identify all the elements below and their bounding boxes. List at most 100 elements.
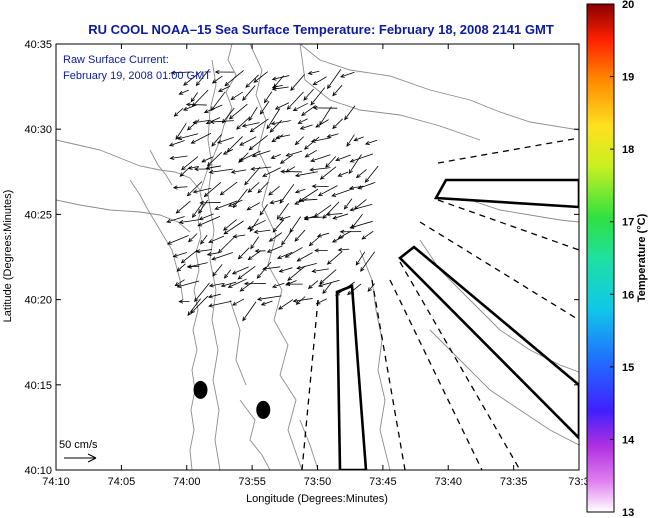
current-vector-head [187,311,192,317]
current-vector-head [339,229,345,234]
current-vector-head [340,73,345,78]
current-vector-head [205,120,211,125]
current-vector-head [239,287,245,292]
sector-outline-south [335,284,368,470]
current-vector [304,216,325,219]
current-vector [196,68,210,86]
current-vector-head [343,204,349,210]
colorbar-ticks: 13 14 15 16 17 18 19 20 [610,0,635,518]
current-vector-head [166,219,172,224]
current-vector [209,282,224,287]
current-vector [262,266,281,270]
current-vector [209,168,233,173]
current-vector [247,219,266,230]
current-vector-head [279,159,285,164]
current-vector-head [271,138,277,143]
current-vector-head [218,88,223,92]
current-vector-head [224,274,229,279]
current-vector [249,135,268,151]
current-vector [272,86,289,90]
current-vector [238,265,256,280]
current-vector-head [227,284,233,288]
colorbar-tick-label: 20 [622,0,634,11]
current-vector-head [279,216,284,221]
current-vector-head [337,247,343,252]
current-vector [278,299,294,310]
current-vector [208,293,221,298]
current-vector [198,199,208,214]
current-vector [221,281,237,287]
current-vector-head [174,282,180,287]
current-vector [261,300,273,306]
dashed-line [389,279,483,470]
current-vector [313,76,327,86]
current-vector-head [261,266,267,271]
current-vector [350,203,373,211]
current-vector-head [247,255,253,261]
current-vector-head [169,155,175,160]
current-vector-head [259,211,264,216]
current-vector-head [262,172,267,177]
current-vector-head [230,95,236,100]
current-vector [365,165,379,183]
dashed-line [419,221,579,321]
current-vector-head [347,290,352,296]
current-vector-head [281,240,286,246]
current-vector-head [172,185,178,190]
colorbar-tick-label: 14 [622,434,635,446]
radar-sector-outlines [335,178,579,470]
current-vector-head [250,244,255,250]
bathymetry-contours [56,44,579,470]
current-vector [312,268,329,272]
current-vector-head [316,233,322,238]
current-vector-head [248,116,253,122]
current-vector [340,71,355,78]
x-axis-label: Longitude (Degrees:Minutes) [246,493,388,505]
current-vector-head [312,105,318,111]
current-vector [187,262,208,268]
y-axis-label: Latitude (Degrees:Minutes) [2,190,14,323]
current-vector [233,234,246,238]
current-vector [257,181,269,194]
current-vector-head [200,239,205,245]
current-vector [357,181,376,189]
current-vector [236,117,250,130]
current-vector-head [322,214,328,219]
current-vector [310,154,331,162]
current-vector [270,199,284,204]
current-vector [355,251,366,266]
coast-bay-outline [56,139,201,301]
current-vector [167,235,189,245]
current-vector [238,247,250,260]
current-vector-head [268,191,273,196]
current-vector-head [192,120,198,125]
current-vector [303,88,314,101]
current-vector [260,101,270,115]
current-vector-head [344,115,349,121]
current-vector-head [319,175,325,180]
current-vector [259,204,268,216]
current-vector [289,216,302,233]
current-vector-head [206,161,212,167]
current-vector-head [216,139,222,144]
current-vector-head [355,260,360,266]
current-vector [322,201,340,219]
current-vector [171,71,191,74]
current-vector-head [289,228,294,234]
current-vector [327,133,339,138]
y-tick-label: 40:25 [24,209,52,221]
current-vector [308,280,319,289]
current-vector-head [256,274,262,279]
current-vector-head [237,275,243,280]
current-vector [320,166,337,180]
current-vector [208,235,225,243]
current-vector [314,204,332,217]
current-vector-head [224,81,230,87]
current-vector-head [332,124,337,130]
current-vector [347,283,362,295]
current-vector-head [208,169,214,174]
current-vector [193,187,212,193]
current-vector-head [307,284,313,290]
current-vector-head [176,283,182,289]
current-vector-head [357,185,363,190]
